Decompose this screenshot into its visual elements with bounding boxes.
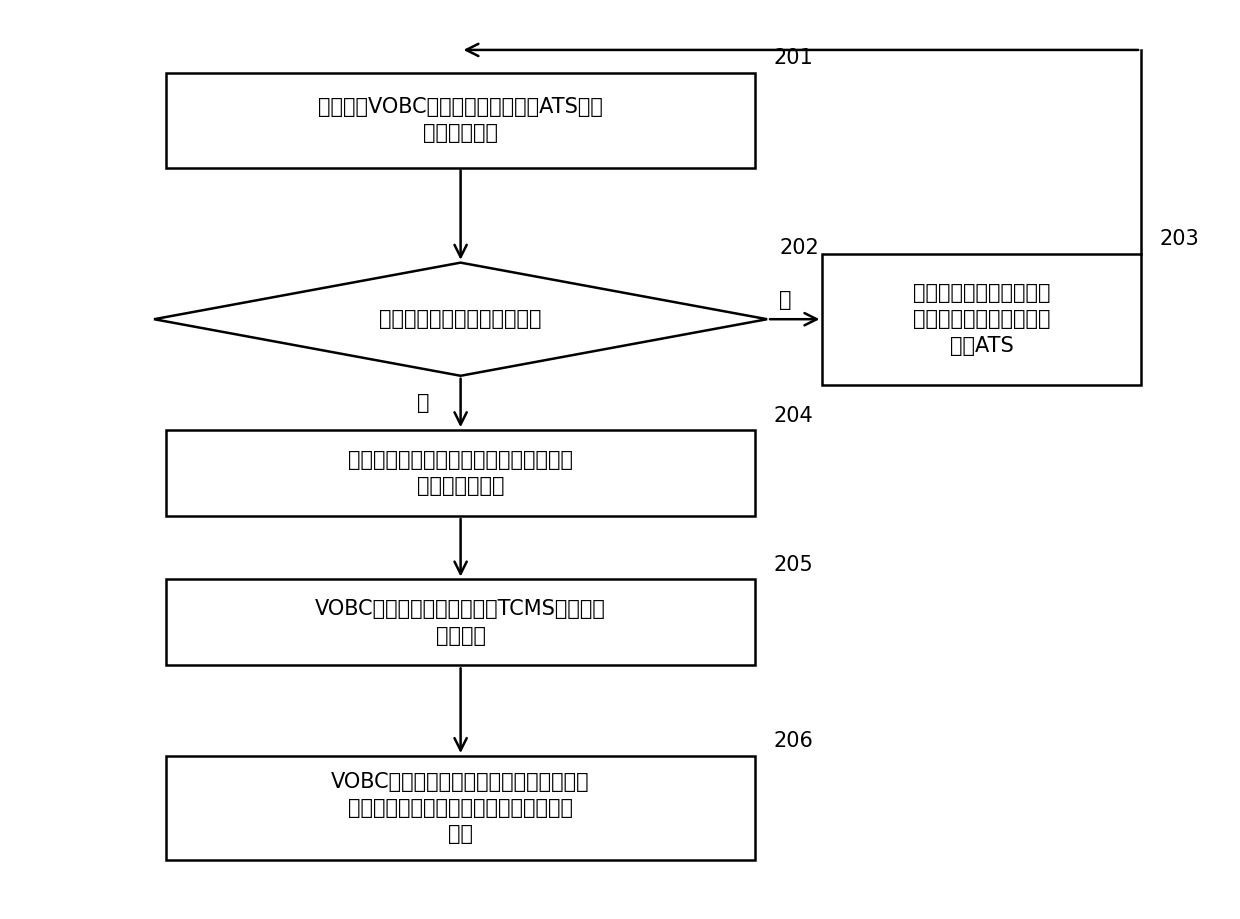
Text: 不满足远程开门对应的执
行条件，将门状态信息反
馈给ATS: 不满足远程开门对应的执 行条件，将门状态信息反 馈给ATS: [913, 283, 1050, 356]
Text: 203: 203: [1159, 229, 1199, 249]
Text: 车载设备VOBC从自动列车监控系统ATS获取
远程开门指令: 车载设备VOBC从自动列车监控系统ATS获取 远程开门指令: [319, 96, 603, 143]
Text: VOBC根据远程开门指令控制单个车门或至
少一侧车门执行车门和屏蔽门联动的开门
过程: VOBC根据远程开门指令控制单个车门或至 少一侧车门执行车门和屏蔽门联动的开门 …: [331, 772, 590, 845]
Text: 201: 201: [774, 48, 813, 68]
Text: VOBC向列车控制和管理系统TCMS发送远程
开门信息: VOBC向列车控制和管理系统TCMS发送远程 开门信息: [315, 599, 606, 646]
Text: 205: 205: [774, 555, 813, 575]
Text: 否: 否: [780, 290, 792, 310]
Text: 204: 204: [774, 405, 813, 425]
Text: 判断当前车速是否为零速状态: 判断当前车速是否为零速状态: [379, 309, 542, 329]
Text: 202: 202: [780, 238, 820, 258]
FancyBboxPatch shape: [166, 579, 755, 665]
FancyBboxPatch shape: [822, 254, 1141, 385]
Polygon shape: [154, 263, 768, 376]
Text: 206: 206: [774, 732, 813, 752]
Text: 是: 是: [418, 393, 430, 413]
Text: 若当前车速为零速状态，则符合远程开门
对应的执行条件: 若当前车速为零速状态，则符合远程开门 对应的执行条件: [348, 450, 573, 496]
FancyBboxPatch shape: [166, 73, 755, 167]
FancyBboxPatch shape: [166, 756, 755, 860]
FancyBboxPatch shape: [166, 430, 755, 516]
